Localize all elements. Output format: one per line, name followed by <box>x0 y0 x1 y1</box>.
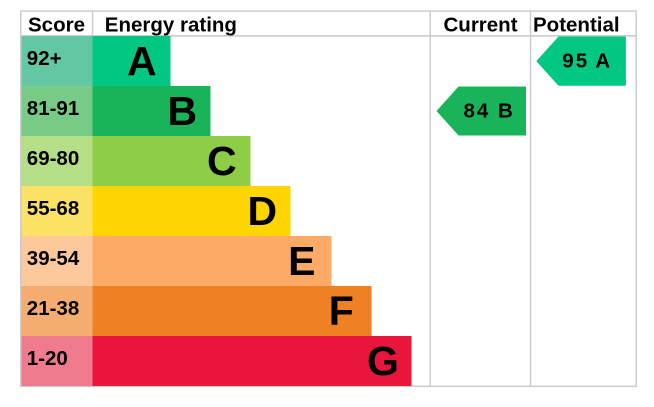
svg-text:D: D <box>248 188 278 234</box>
svg-text:A: A <box>127 38 157 84</box>
svg-text:Potential: Potential <box>533 13 620 36</box>
svg-text:Energy rating: Energy rating <box>105 13 237 36</box>
svg-text:95: 95 <box>562 50 589 73</box>
svg-text:92+: 92+ <box>27 47 62 70</box>
svg-text:Current: Current <box>444 13 518 36</box>
svg-text:B: B <box>168 88 198 134</box>
svg-text:81-91: 81-91 <box>27 97 79 120</box>
svg-text:E: E <box>288 238 315 284</box>
svg-text:F: F <box>329 288 354 334</box>
svg-text:Score: Score <box>28 13 85 36</box>
svg-text:G: G <box>367 338 399 384</box>
svg-text:84: 84 <box>464 100 491 123</box>
svg-text:55-68: 55-68 <box>27 197 79 220</box>
svg-text:39-54: 39-54 <box>27 247 80 270</box>
svg-text:A: A <box>595 50 610 73</box>
svg-text:69-80: 69-80 <box>27 147 79 170</box>
svg-text:B: B <box>498 100 513 123</box>
svg-text:1-20: 1-20 <box>27 347 68 370</box>
svg-text:C: C <box>207 138 237 184</box>
svg-text:21-38: 21-38 <box>27 297 79 320</box>
